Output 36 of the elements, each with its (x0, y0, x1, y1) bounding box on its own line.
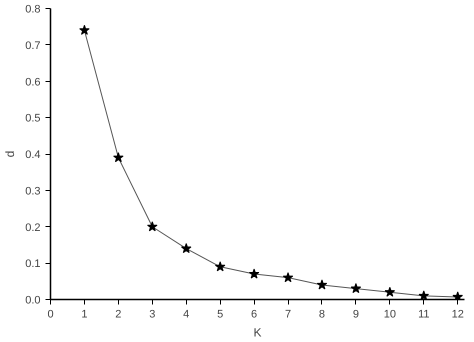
x-tick-label: 10 (384, 308, 396, 320)
x-tick-label: 5 (217, 308, 224, 320)
y-tick-label: 0.5 (25, 112, 41, 125)
x-tick-label: 1 (81, 308, 88, 320)
point (282, 272, 294, 282)
x-tick-label: 2 (115, 308, 122, 320)
y-tick-label: 0.1 (25, 258, 41, 270)
x-axis-title: K (254, 326, 262, 340)
point (452, 291, 463, 300)
x-tick-label: 4 (183, 308, 190, 320)
y-tick-label: 0.2 (25, 222, 41, 234)
point (418, 290, 430, 300)
point (214, 261, 226, 272)
x-tick-label: 6 (251, 308, 258, 320)
y-tick-label: 0.0 (25, 294, 41, 306)
x-tick-label: 8 (318, 308, 326, 320)
y-tick-label: 0.8 (25, 4, 41, 16)
x-tick-label: 12 (452, 308, 464, 320)
point (180, 243, 192, 254)
y-tick-label: 0.6 (25, 76, 41, 88)
point (316, 279, 328, 290)
point (384, 286, 396, 297)
y-tick-label: 0.7 (25, 40, 41, 52)
x-tick-label: 11 (418, 308, 430, 320)
point (248, 268, 260, 279)
point (79, 24, 90, 35)
point (147, 221, 158, 232)
x-tick-label: 0 (47, 308, 54, 320)
x-tick-label: 9 (352, 308, 359, 320)
point (350, 283, 362, 294)
y-axis-title: d (3, 150, 18, 158)
y-tick-label: 0.3 (25, 185, 41, 198)
y-tick-label: 0.4 (25, 149, 41, 161)
point (113, 152, 124, 162)
x-tick-label: 7 (284, 308, 292, 320)
x-tick-label: 3 (149, 308, 156, 320)
